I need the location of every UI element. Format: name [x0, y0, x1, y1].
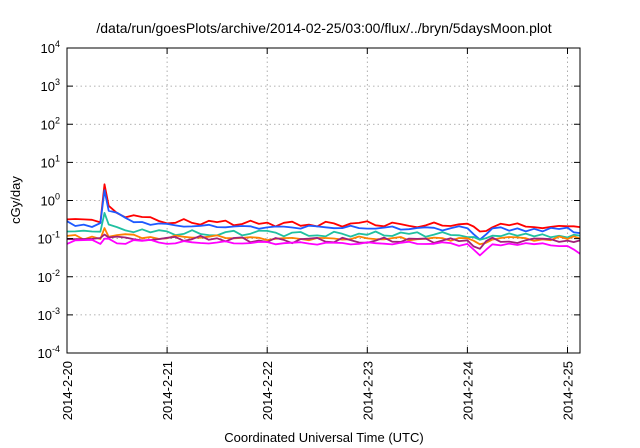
x-tick-label: 2014-2-22 — [260, 361, 275, 420]
series-line-2 — [66, 189, 581, 241]
y-tick-label: 100 — [41, 192, 60, 209]
x-tick-labels: 2014-2-20 2014-2-21 2014-2-22 2014-2-23 2014… — [60, 48, 575, 420]
y-tick-base: 10 — [41, 117, 55, 132]
data-series-group — [66, 183, 581, 257]
series-line-3 — [66, 211, 581, 241]
x-tick-label: 2014-2-24 — [460, 361, 475, 420]
series-line-1 — [66, 183, 581, 233]
x-tick-label: 2014-2-23 — [360, 361, 375, 420]
y-tick-label: 10-4 — [38, 344, 60, 361]
x-tick-label: 2014-2-20 — [60, 361, 75, 420]
y-tick-label: 10-3 — [38, 306, 60, 323]
y-tick-base: 10 — [41, 155, 55, 170]
x-tick-label: 2014-2-25 — [560, 361, 575, 420]
y-tick-exponent: -1 — [52, 230, 60, 240]
y-tick-exponent: 0 — [55, 192, 60, 202]
y-tick-base: 10 — [41, 79, 55, 94]
y-tick-label: 103 — [41, 77, 60, 94]
y-tick-label: 10-1 — [38, 230, 60, 247]
x-axis-label: Coordinated Universal Time (UTC) — [224, 430, 423, 445]
y-tick-label: 104 — [41, 39, 60, 56]
y-tick-exponent: -4 — [52, 344, 60, 354]
y-tick-exponent: -3 — [52, 306, 60, 316]
y-tick-label: 102 — [41, 115, 60, 132]
chart-title: /data/run/goesPlots/archive/2014-02-25/0… — [96, 20, 551, 36]
y-tick-base: 10 — [38, 270, 52, 285]
grid-lines — [67, 48, 580, 353]
y-tick-base: 10 — [41, 41, 55, 56]
y-tick-exponent: 1 — [55, 153, 60, 163]
y-tick-exponent: -2 — [52, 268, 60, 278]
y-tick-label: 10-2 — [38, 268, 60, 285]
y-tick-base: 10 — [38, 346, 52, 361]
y-tick-base: 10 — [38, 232, 52, 247]
y-tick-base: 10 — [41, 194, 55, 209]
y-axis-label: cGy/day — [8, 176, 23, 224]
y-tick-exponent: 4 — [55, 39, 60, 49]
x-tick-label: 2014-2-21 — [160, 361, 175, 420]
y-tick-base: 10 — [38, 308, 52, 323]
y-tick-exponent: 3 — [55, 77, 60, 87]
series-line-6 — [66, 237, 581, 257]
y-tick-label: 101 — [41, 153, 60, 170]
y-tick-exponent: 2 — [55, 115, 60, 125]
